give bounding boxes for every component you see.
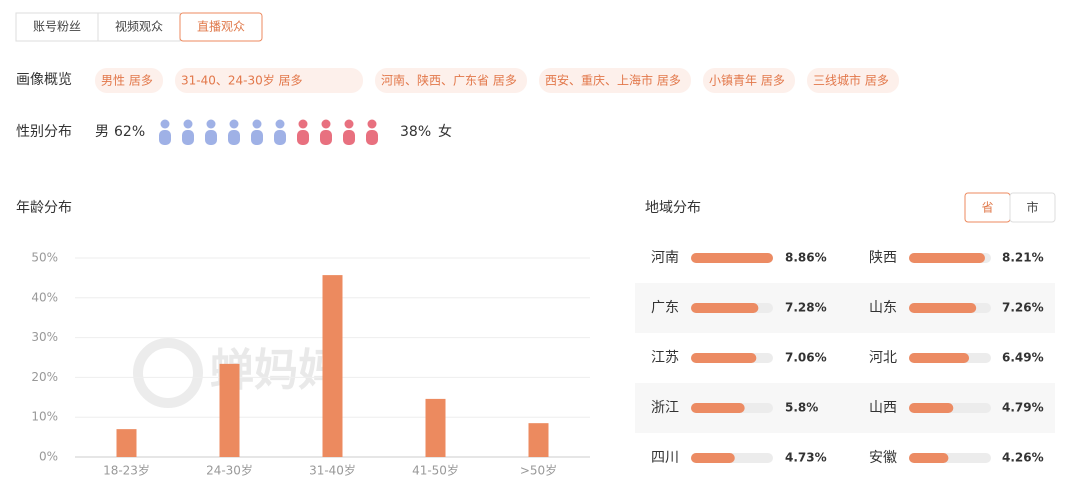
x-tick-label: 18-23岁	[103, 463, 150, 478]
region-bar	[909, 403, 954, 413]
region-value: 7.06%	[785, 351, 827, 365]
region-bar	[691, 253, 773, 263]
person-icon-head	[344, 119, 354, 129]
region-name: 河南	[651, 250, 679, 266]
person-icon-body	[297, 130, 309, 145]
region-bar	[909, 303, 977, 313]
y-tick-label: 20%	[31, 370, 58, 384]
tag-label: 三线城市 居多	[813, 73, 889, 88]
person-icon-body	[343, 130, 355, 145]
toggle-label[interactable]: 省	[981, 201, 993, 215]
y-tick-label: 30%	[31, 330, 58, 344]
tab[interactable]	[15, 12, 99, 42]
tag	[539, 68, 691, 93]
toggle[interactable]	[1009, 192, 1056, 223]
tab-label[interactable]: 直播观众	[197, 20, 245, 34]
person-icon-head	[206, 119, 216, 129]
person-icon-head	[252, 119, 262, 129]
tag	[703, 68, 795, 93]
region-value: 5.8%	[785, 401, 818, 415]
region-bar	[909, 453, 949, 463]
region-name: 河北	[869, 350, 897, 366]
region-bar	[691, 453, 735, 463]
person-icon-head	[275, 119, 285, 129]
region-bar	[909, 353, 970, 363]
person-icon-body	[159, 130, 171, 145]
tag-label: 西安、重庆、上海市 居多	[545, 73, 681, 88]
region-value: 8.21%	[1002, 251, 1044, 265]
gender-label: 性别分布	[16, 124, 72, 140]
region-bar	[691, 303, 759, 313]
region-value: 7.28%	[785, 301, 827, 315]
person-icon-body	[251, 130, 263, 145]
person-icon-head	[229, 119, 239, 129]
age-title: 年龄分布	[16, 200, 72, 216]
region-value: 4.73%	[785, 451, 827, 465]
y-tick-label: 10%	[31, 410, 58, 424]
region-name: 浙江	[651, 400, 679, 416]
x-tick-label: >50岁	[520, 463, 557, 478]
tag	[95, 68, 163, 93]
region-bar	[691, 353, 757, 363]
tab-label[interactable]: 账号粉丝	[33, 20, 81, 34]
region-name: 陕西	[869, 250, 897, 266]
tab-label[interactable]: 视频观众	[115, 19, 163, 34]
bar	[322, 275, 343, 457]
region-name: 安徽	[869, 450, 897, 466]
person-icon-body	[274, 130, 286, 145]
person-icon-head	[160, 119, 170, 129]
male-name: 男	[95, 124, 109, 140]
tag-label: 河南、陕西、广东省 居多	[381, 73, 517, 88]
region-value: 6.49%	[1002, 351, 1044, 365]
person-icon-body	[228, 130, 240, 145]
y-tick-label: 0%	[39, 450, 58, 464]
person-icon-head	[367, 119, 377, 129]
region-title: 地域分布	[645, 200, 701, 216]
person-icon-body	[205, 130, 217, 145]
tab[interactable]	[179, 12, 263, 42]
person-icon-head	[321, 119, 331, 129]
x-tick-label: 24-30岁	[206, 463, 253, 478]
region-value: 8.86%	[785, 251, 827, 265]
person-icon-body	[320, 130, 332, 145]
x-tick-label: 41-50岁	[412, 463, 459, 478]
person-icon-head	[183, 119, 193, 129]
y-tick-label: 40%	[31, 290, 58, 304]
region-value: 4.26%	[1002, 451, 1044, 465]
bar	[116, 429, 137, 457]
watermark-logo	[133, 338, 203, 408]
tag-label: 31-40、24-30岁 居多	[181, 73, 303, 88]
region-name: 江苏	[651, 350, 679, 366]
region-bar	[691, 403, 745, 413]
region-name: 广东	[651, 300, 679, 316]
region-value: 4.79%	[1002, 401, 1044, 415]
tag	[175, 68, 363, 93]
tab[interactable]	[97, 12, 181, 42]
region-name: 山西	[869, 400, 897, 416]
female-name: 女	[438, 123, 452, 140]
region-value: 7.26%	[1002, 301, 1044, 315]
y-tick-label: 50%	[31, 251, 58, 265]
region-name: 四川	[651, 450, 679, 466]
person-icon-body	[366, 130, 378, 145]
tag	[375, 68, 527, 93]
person-icon-body	[182, 130, 194, 145]
female-value: 38%	[400, 124, 431, 140]
bar	[219, 363, 240, 457]
region-name: 山东	[869, 300, 897, 316]
x-tick-label: 31-40岁	[309, 463, 356, 478]
region-bar	[909, 253, 985, 263]
toggle-label[interactable]: 市	[1026, 200, 1038, 215]
bar	[528, 423, 549, 457]
overview-label: 画像概览	[16, 72, 72, 88]
male-value: 62%	[114, 124, 145, 140]
tag-label: 男性 居多	[101, 74, 153, 88]
bar	[425, 398, 446, 457]
tag-label: 小镇青年 居多	[709, 74, 785, 88]
person-icon-head	[298, 119, 308, 129]
tag	[807, 68, 899, 93]
